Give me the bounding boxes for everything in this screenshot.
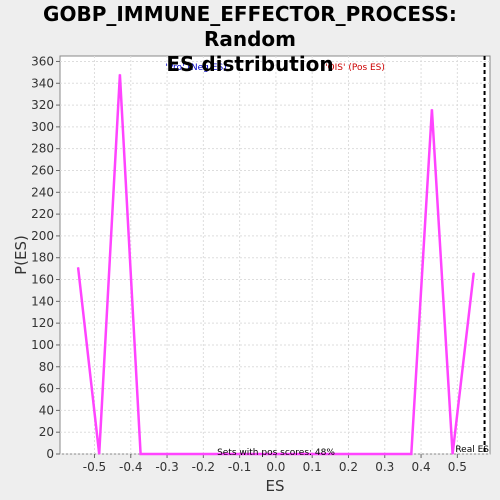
- y-tick-label: 300: [31, 120, 54, 134]
- annotation-neg-es: 'Pro' (Neg ES): [165, 63, 226, 73]
- x-tick-label: -0.5: [83, 460, 106, 474]
- y-tick-label: 220: [31, 207, 54, 221]
- y-tick-label: 160: [31, 273, 54, 287]
- y-tick-label: 360: [31, 54, 54, 68]
- series-layer: [76, 73, 475, 456]
- y-tick-label: 240: [31, 185, 54, 199]
- y-tick-label: 140: [31, 294, 54, 308]
- y-tick-label: 40: [39, 403, 54, 417]
- y-tick-label: 20: [39, 425, 54, 439]
- y-tick-label: 260: [31, 163, 54, 177]
- y-tick-label: 280: [31, 142, 54, 156]
- y-tick-label: 320: [31, 98, 54, 112]
- x-tick-label: 0.1: [303, 460, 322, 474]
- y-tick-label: 200: [31, 229, 54, 243]
- x-tick-label: 0.4: [412, 460, 431, 474]
- x-tick-label: 0.0: [266, 460, 285, 474]
- data-point: [139, 453, 142, 455]
- x-tick-label: 0.5: [448, 460, 467, 474]
- data-point: [473, 272, 475, 274]
- y-tick-label: 340: [31, 76, 54, 90]
- axis-ticks: 0 20 40 60 80 100 120 140 160 180 200 220 240 260 280 3…: [31, 54, 467, 474]
- annotation-pos-scores: Sets with pos scores: 48%: [217, 448, 335, 458]
- x-tick-label: -0.3: [155, 460, 178, 474]
- series-line: [76, 74, 475, 456]
- real-es-label: Real ES: [455, 445, 489, 455]
- x-tick-label: -0.2: [192, 460, 215, 474]
- chart-title-line-1: GOBP_IMMUNE_EFFECTOR_PROCESS: Random: [43, 2, 457, 51]
- y-tick-label: 60: [39, 382, 54, 396]
- data-point: [98, 453, 100, 455]
- chart-title: GOBP_IMMUNE_EFFECTOR_PROCESS: Random ES …: [0, 2, 500, 77]
- x-tick-label: -0.4: [119, 460, 142, 474]
- y-tick-label: 120: [31, 316, 54, 330]
- y-tick-label: 80: [39, 360, 54, 374]
- y-axis-label: P(ES): [12, 235, 30, 275]
- x-tick-label: 0.3: [375, 460, 394, 474]
- plot-area: [59, 55, 491, 455]
- y-tick-label: 180: [31, 251, 54, 265]
- data-point: [119, 73, 121, 76]
- data-point: [452, 453, 454, 455]
- chart-title-line-2: ES distribution: [166, 52, 334, 76]
- data-point: [410, 453, 412, 455]
- y-tick-label: 0: [46, 447, 54, 461]
- x-tick-label: 0.2: [339, 460, 358, 474]
- annotation-pos-es: 'OIS' (Pos ES): [325, 63, 385, 73]
- data-point: [77, 266, 79, 269]
- data-point: [431, 108, 433, 111]
- y-tick-label: 100: [31, 338, 54, 352]
- x-axis-label: ES: [266, 477, 285, 495]
- x-tick-label: -0.1: [228, 460, 251, 474]
